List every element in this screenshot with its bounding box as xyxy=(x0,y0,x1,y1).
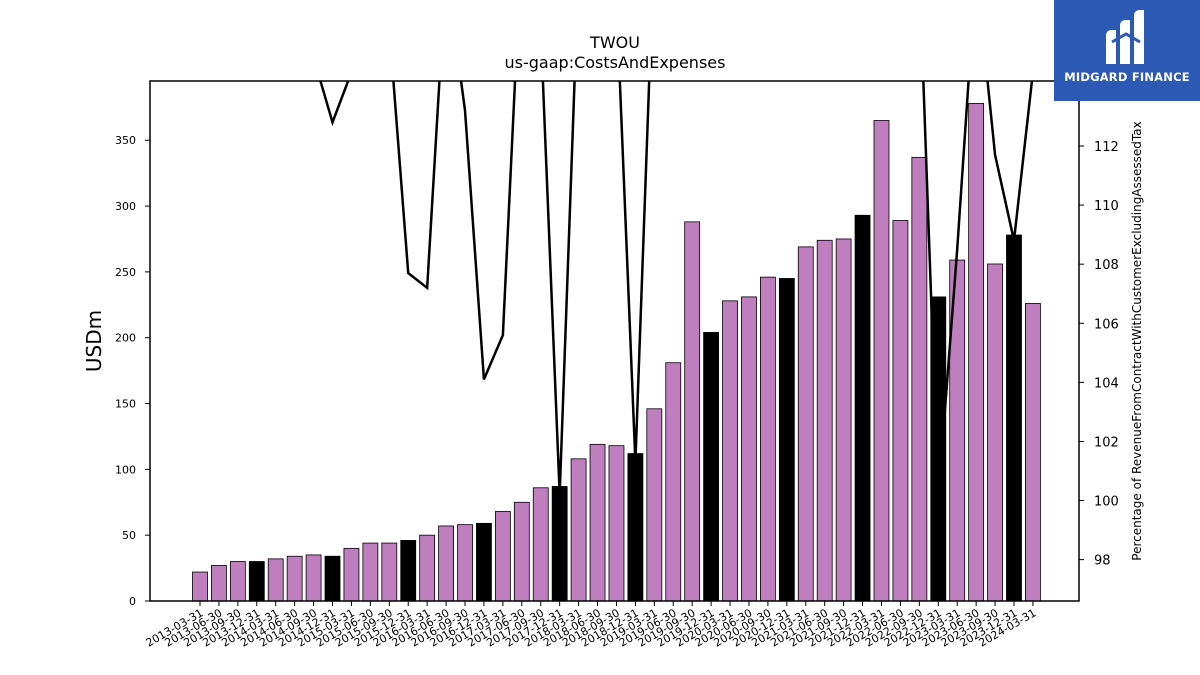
bar-2020-06-30 xyxy=(741,296,757,602)
bar-2015-03-31 xyxy=(343,547,360,602)
bar-2017-09-30 xyxy=(532,487,549,602)
bar-2014-03-31 xyxy=(267,558,284,602)
chart-subtitle: us-gaap:CostsAndExpenses xyxy=(505,53,726,72)
y2-tick-label: 104 xyxy=(1094,376,1119,391)
y2-tick-label: 112 xyxy=(1094,140,1119,155)
bar-2019-12-31 xyxy=(703,332,720,602)
y-tick-label: 350 xyxy=(115,134,136,147)
bar-2018-03-31 xyxy=(570,458,587,602)
bar-2023-12-31 xyxy=(1006,234,1022,602)
y-axis-label: USDm xyxy=(82,310,106,372)
bar-2020-12-31 xyxy=(778,278,795,602)
bar-2019-06-30 xyxy=(665,362,682,602)
bar-2014-06-30 xyxy=(286,555,303,602)
y2-tick-label: 98 xyxy=(1094,554,1111,569)
y-tick-label: 50 xyxy=(122,529,136,542)
bar-2013-09-30 xyxy=(229,561,246,602)
bar-2014-09-30 xyxy=(305,554,322,602)
bar-2019-09-30 xyxy=(684,221,701,602)
y2-tick-label: 102 xyxy=(1094,435,1119,450)
y-tick-label: 200 xyxy=(115,332,136,345)
bar-2021-03-31 xyxy=(797,246,814,602)
bar-2024-03-31 xyxy=(1025,303,1041,602)
x-axis-ticks: 2013-03-312013-06-302013-09-302013-12-31… xyxy=(144,601,1038,650)
brand-logo: MIDGARD FINANCE xyxy=(1054,0,1200,101)
midgard-logo-icon xyxy=(1106,10,1144,64)
percentage-line xyxy=(319,81,1034,498)
bar-2017-03-31 xyxy=(494,511,511,602)
y-tick-label: 250 xyxy=(115,266,136,279)
bar-2018-06-30 xyxy=(589,443,606,602)
y2-axis-ticks: 98 100 102 104 106 108 110 112 xyxy=(1079,140,1119,569)
bar-2020-03-31 xyxy=(722,300,738,602)
y2-axis-label: Percentage of RevenueFromContractWithCus… xyxy=(1130,121,1144,560)
brand-name: MIDGARD FINANCE xyxy=(1064,70,1190,84)
bar-2023-06-30 xyxy=(968,102,985,602)
bar-2016-12-31 xyxy=(476,522,492,602)
bar-2017-06-30 xyxy=(513,501,530,602)
bar-2020-09-30 xyxy=(760,276,776,602)
bar-2017-12-31 xyxy=(551,486,568,602)
y-tick-label: 150 xyxy=(115,398,136,411)
bar-2016-03-31 xyxy=(419,534,436,602)
bar-2019-03-31 xyxy=(646,408,663,602)
bar-2018-12-31 xyxy=(627,453,644,602)
y-tick-label: 100 xyxy=(115,463,136,476)
y2-tick-label: 110 xyxy=(1094,199,1119,214)
bar-2013-06-30 xyxy=(211,565,227,602)
bar-2013-03-31 xyxy=(192,571,208,602)
bar-2015-06-30 xyxy=(362,542,379,602)
bar-2015-12-31 xyxy=(400,540,417,602)
plot-frame xyxy=(149,80,1080,602)
bar-2021-06-30 xyxy=(816,239,833,602)
bar-2018-09-30 xyxy=(608,445,625,602)
bar-2022-09-30 xyxy=(911,156,928,602)
y-axis-ticks: 0 50 100 150 200 250 300 350 xyxy=(115,134,150,608)
y2-tick-label: 100 xyxy=(1094,495,1119,510)
bar-2014-12-31 xyxy=(324,555,341,602)
chart-title: TWOU xyxy=(589,33,640,52)
bar-2023-09-30 xyxy=(987,263,1003,602)
bar-series xyxy=(192,102,1041,602)
bar-2022-03-31 xyxy=(873,120,890,602)
y-tick-label: 0 xyxy=(129,595,136,608)
bar-2022-06-30 xyxy=(892,220,909,602)
bar-2015-09-30 xyxy=(381,542,398,602)
bar-2016-09-30 xyxy=(457,524,473,602)
bar-2013-12-31 xyxy=(248,561,265,602)
y-tick-label: 300 xyxy=(115,200,136,213)
bar-2021-12-31 xyxy=(854,214,871,602)
y2-tick-label: 108 xyxy=(1094,258,1119,273)
bar-2016-06-30 xyxy=(438,525,454,602)
line-series xyxy=(319,81,1034,498)
y2-tick-label: 106 xyxy=(1094,317,1119,332)
bar-2021-09-30 xyxy=(835,238,852,602)
